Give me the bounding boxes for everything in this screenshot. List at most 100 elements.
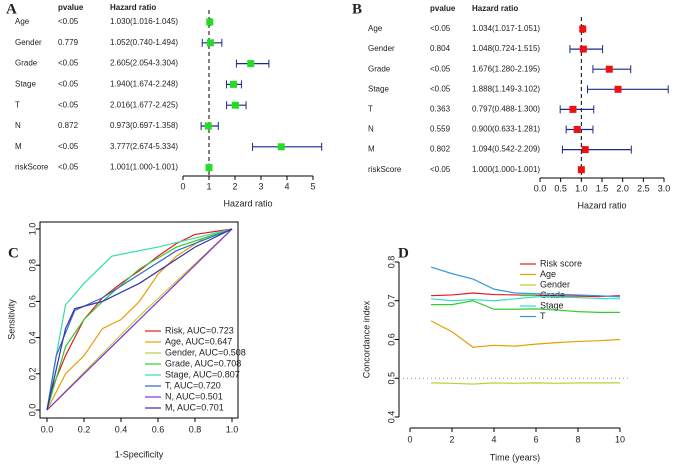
hazard-ratio-label: 1.094(0.542-2.209) (472, 145, 540, 154)
x-tick-label: 3.0 (658, 183, 671, 193)
panel-label: B (352, 1, 362, 17)
hazard-ratio-label: 3.777(2.674-5.334) (110, 142, 178, 151)
x-tick-label: 5 (310, 181, 315, 191)
row-label: N (15, 121, 21, 130)
x-tick-label: 1 (206, 181, 211, 191)
panel-label: D (398, 245, 409, 261)
hazard-ratio-point (579, 25, 587, 33)
y-tick-label: 0.6 (27, 295, 37, 308)
hazard-ratio-point (569, 105, 577, 113)
legend-label: M, AUC=0.701 (165, 402, 224, 412)
y-tick-label: 0.4 (27, 331, 37, 344)
hazard-ratio-point (277, 143, 285, 151)
legend-label: Risk score (540, 258, 582, 268)
x-tick-label: 2.0 (616, 183, 629, 193)
y-tick-label: 0.7 (386, 294, 396, 307)
series-line (430, 320, 621, 348)
x-tick-label: 2.5 (637, 183, 650, 193)
series-line (430, 382, 620, 385)
hazard-ratio-point (573, 126, 581, 133)
column-header: Hazard ratio (472, 4, 518, 13)
p-value: <0.05 (58, 163, 79, 172)
x-tick-label: 4 (491, 434, 496, 444)
hazard-ratio-point (231, 101, 239, 109)
hazard-ratio-point (605, 65, 613, 73)
x-tick-label: 2 (232, 181, 237, 191)
x-tick-label: 4 (284, 181, 289, 191)
hazard-ratio-point (229, 80, 237, 88)
row-label: T (368, 105, 373, 114)
p-value: <0.05 (430, 24, 451, 33)
legend-label: Gender (540, 279, 570, 289)
x-tick-label: 10 (615, 434, 625, 444)
y-tick-label: 0.2 (27, 368, 37, 381)
x-tick-label: 0.2 (78, 424, 91, 434)
hazard-ratio-point (581, 146, 589, 154)
hazard-ratio-label: 1.052(0.740-1.494) (110, 38, 178, 47)
p-value: <0.05 (58, 17, 79, 26)
x-tick-label: 3 (258, 181, 263, 191)
hazard-ratio-label: 1.034(1.017-1.051) (472, 24, 540, 33)
p-value: <0.05 (430, 84, 451, 93)
legend-label: Stage, AUC=0.807 (165, 369, 240, 379)
series-line (431, 300, 620, 313)
p-value: 0.872 (58, 121, 79, 130)
x-axis-label: 1-Specificity (115, 449, 164, 459)
hazard-ratio-point (204, 122, 212, 130)
x-tick-label: 6 (533, 434, 538, 444)
legend-label: Age (540, 269, 556, 279)
row-label: Stage (15, 80, 36, 89)
legend-label: Stage (540, 300, 564, 310)
row-label: Gender (368, 44, 395, 53)
row-label: T (15, 100, 20, 109)
x-tick-label: 1.5 (596, 183, 609, 193)
row-label: riskScore (368, 165, 402, 174)
series-line (46, 228, 233, 411)
series-line (46, 228, 233, 411)
p-value: 0.559 (430, 125, 451, 134)
p-value: 0.804 (430, 44, 451, 53)
hazard-ratio-point (206, 18, 214, 26)
row-label: Age (368, 24, 383, 33)
hazard-ratio-label: 1.000(1.000-1.001) (472, 165, 540, 174)
hazard-ratio-label: 2.016(1.677-2.425) (110, 100, 178, 109)
x-axis-label: Hazard ratio (577, 200, 626, 210)
row-label: Stage (368, 84, 389, 93)
p-value: 0.363 (430, 105, 451, 114)
p-value: <0.05 (58, 100, 79, 109)
y-axis-label: Concordance index (361, 300, 371, 378)
p-value: <0.05 (58, 142, 79, 151)
column-header: pvalue (430, 4, 456, 13)
x-tick-label: 0 (407, 434, 412, 444)
x-tick-label: 0 (180, 181, 185, 191)
hazard-ratio-label: 1.676(1.280-2.195) (472, 64, 540, 73)
legend-label: Grade (540, 290, 565, 300)
y-tick-label: 0.4 (386, 411, 396, 424)
plot-frame (39, 221, 239, 419)
row-label: Gender (15, 38, 42, 47)
row-label: Grade (15, 59, 38, 68)
row-label: N (368, 125, 374, 134)
series-line (46, 228, 233, 411)
x-tick-label: 0.0 (534, 183, 547, 193)
x-tick-label: 1.0 (575, 183, 588, 193)
hazard-ratio-point (577, 166, 585, 174)
series-line (430, 266, 621, 298)
y-tick-label: 0.8 (386, 256, 396, 269)
hazard-ratio-point (205, 164, 213, 172)
legend-label: Gender, AUC=0.508 (165, 347, 246, 357)
x-axis-label: Time (years) (490, 452, 540, 462)
series-line (46, 228, 233, 411)
series-line (46, 228, 233, 411)
x-tick-label: 0.0 (41, 424, 54, 434)
x-tick-label: 2 (449, 434, 454, 444)
hazard-ratio-label: 1.030(1.016-1.045) (110, 17, 178, 26)
hazard-ratio-point (614, 85, 622, 93)
x-tick-label: 0.8 (189, 424, 202, 434)
row-label: Age (15, 17, 30, 26)
hazard-ratio-label: 1.048(0.724-1.515) (472, 44, 540, 53)
x-tick-label: 1.0 (226, 424, 239, 434)
hazard-ratio-point (579, 45, 587, 53)
panel-label: A (6, 1, 17, 17)
